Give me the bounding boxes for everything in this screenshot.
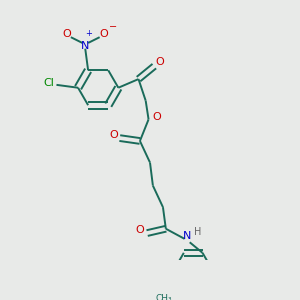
Text: CH₃: CH₃ [155, 294, 172, 300]
Text: N: N [81, 41, 89, 51]
Text: O: O [136, 225, 144, 235]
Text: O: O [62, 29, 71, 39]
Text: O: O [156, 57, 164, 67]
Text: Cl: Cl [43, 78, 54, 88]
Text: O: O [100, 29, 108, 39]
Text: H: H [194, 226, 201, 237]
Text: N: N [183, 231, 191, 241]
Text: −: − [109, 22, 117, 32]
Text: O: O [153, 112, 162, 122]
Text: O: O [109, 130, 118, 140]
Text: +: + [85, 29, 92, 38]
